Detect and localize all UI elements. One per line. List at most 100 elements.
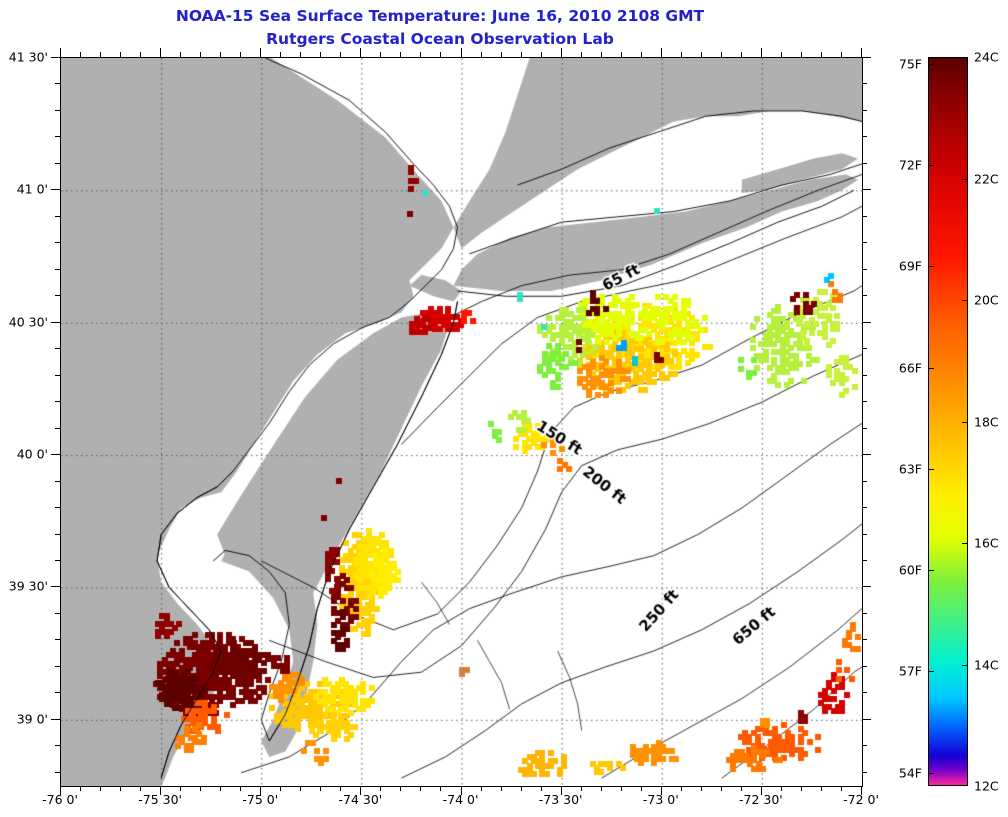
- x-axis-tick: [700, 52, 702, 57]
- x-axis-tick: [540, 52, 542, 57]
- x-axis-tick: [820, 786, 822, 791]
- colorbar-fahrenheit-label: 75F: [898, 56, 922, 72]
- x-axis-tick: [160, 786, 162, 795]
- y-axis-tick: [862, 109, 867, 111]
- x-axis-label: -74 30': [338, 792, 383, 807]
- x-axis-tick: [380, 52, 382, 57]
- colorbar-tick: [928, 468, 934, 470]
- x-axis-tick: [740, 786, 742, 791]
- x-axis-label: -72 30': [739, 792, 783, 807]
- x-axis-tick: [80, 52, 82, 57]
- y-axis-tick: [55, 639, 60, 641]
- y-axis-label: 41 0': [16, 181, 48, 197]
- y-axis-tick: [51, 718, 60, 720]
- x-axis-tick: [500, 52, 502, 57]
- x-axis-tick: [840, 52, 842, 57]
- x-axis-tick: [600, 52, 602, 57]
- y-axis-tick: [55, 162, 60, 164]
- x-axis-label: -73 0': [642, 792, 679, 807]
- x-axis-tick: [260, 786, 262, 795]
- colorbar-tick: [962, 543, 968, 544]
- colorbar-fahrenheit-label: 60F: [898, 562, 922, 578]
- sst-heatmap-canvas: [61, 58, 862, 786]
- x-axis-tick: [180, 52, 182, 57]
- y-axis-tick: [55, 374, 60, 376]
- y-axis-tick: [862, 533, 867, 535]
- y-axis-tick: [862, 268, 867, 270]
- x-axis-tick: [600, 786, 602, 791]
- y-axis-tick: [862, 745, 867, 747]
- x-axis-tick: [500, 786, 502, 791]
- x-axis-label: -75 0': [242, 792, 279, 807]
- y-axis-tick: [51, 321, 60, 323]
- y-axis-tick: [55, 692, 60, 694]
- y-axis-tick: [51, 586, 60, 588]
- colorbar-tick: [928, 266, 934, 268]
- x-axis-tick: [100, 786, 102, 791]
- x-axis-tick: [800, 786, 802, 791]
- y-axis-tick: [55, 665, 60, 667]
- y-axis-tick: [862, 454, 871, 456]
- x-axis-label: -76 0': [42, 792, 78, 807]
- x-axis-label: -72 0': [843, 792, 879, 807]
- y-axis-tick: [862, 480, 867, 482]
- colorbar-celsius-label: 12C: [974, 778, 999, 794]
- y-axis-tick: [862, 215, 867, 217]
- colorbar-celsius-label: 20C: [974, 292, 999, 308]
- x-axis-tick: [140, 786, 142, 791]
- colorbar-tick: [962, 421, 968, 423]
- y-axis-label: 41 30': [8, 49, 48, 65]
- chart-title-block: NOAA-15 Sea Surface Temperature: June 16…: [0, 0, 880, 51]
- x-axis-tick: [520, 786, 522, 791]
- x-axis-tick: [300, 52, 302, 57]
- colorbar-tick: [928, 165, 934, 166]
- x-axis-tick: [680, 786, 682, 791]
- x-axis-tick: [640, 52, 642, 57]
- y-axis-tick: [862, 507, 867, 509]
- colorbar-tick: [962, 664, 968, 666]
- x-axis-tick: [560, 48, 562, 57]
- y-axis-tick: [862, 559, 867, 561]
- colorbar-fahrenheit-label: 54F: [898, 765, 922, 780]
- x-axis-tick: [180, 786, 182, 791]
- x-axis-tick: [620, 786, 622, 791]
- x-axis-tick: [560, 786, 562, 795]
- x-axis-tick: [360, 786, 362, 795]
- x-axis-tick: [660, 786, 662, 795]
- x-axis-tick: [160, 48, 162, 57]
- y-axis-tick: [51, 189, 60, 191]
- y-axis-tick: [862, 427, 867, 429]
- y-axis-tick: [55, 401, 60, 403]
- y-axis-tick: [862, 771, 867, 773]
- y-axis-tick: [862, 162, 867, 164]
- y-axis-tick: [55, 771, 60, 773]
- x-axis-tick: [220, 52, 222, 57]
- x-axis-label: -75 30': [138, 792, 182, 807]
- x-axis-tick: [480, 786, 482, 791]
- colorbar-tick: [928, 671, 934, 673]
- x-axis-tick: [60, 786, 61, 795]
- x-axis-label: -74 0': [442, 792, 479, 807]
- y-axis-tick: [55, 559, 60, 561]
- y-axis-tick: [862, 718, 871, 720]
- y-axis-tick: [862, 692, 867, 694]
- y-axis-tick: [55, 348, 60, 350]
- x-axis-tick: [420, 786, 422, 791]
- x-axis-tick: [520, 52, 522, 57]
- y-axis-tick: [55, 83, 60, 85]
- x-axis-tick: [280, 786, 282, 791]
- colorbar-tick: [928, 63, 934, 65]
- x-axis-tick: [320, 786, 322, 791]
- x-axis-tick: [60, 48, 61, 57]
- x-axis-tick: [240, 786, 242, 791]
- colorbar-tick: [928, 570, 934, 571]
- x-axis-tick: [740, 52, 742, 57]
- y-axis-tick: [55, 480, 60, 482]
- y-axis-tick: [55, 268, 60, 270]
- y-axis-tick: [862, 136, 867, 138]
- x-axis-tick: [660, 48, 662, 57]
- x-axis-tick: [140, 52, 142, 57]
- colorbar-tick: [962, 178, 968, 180]
- x-axis-tick: [220, 786, 222, 791]
- x-axis-tick: [400, 786, 402, 791]
